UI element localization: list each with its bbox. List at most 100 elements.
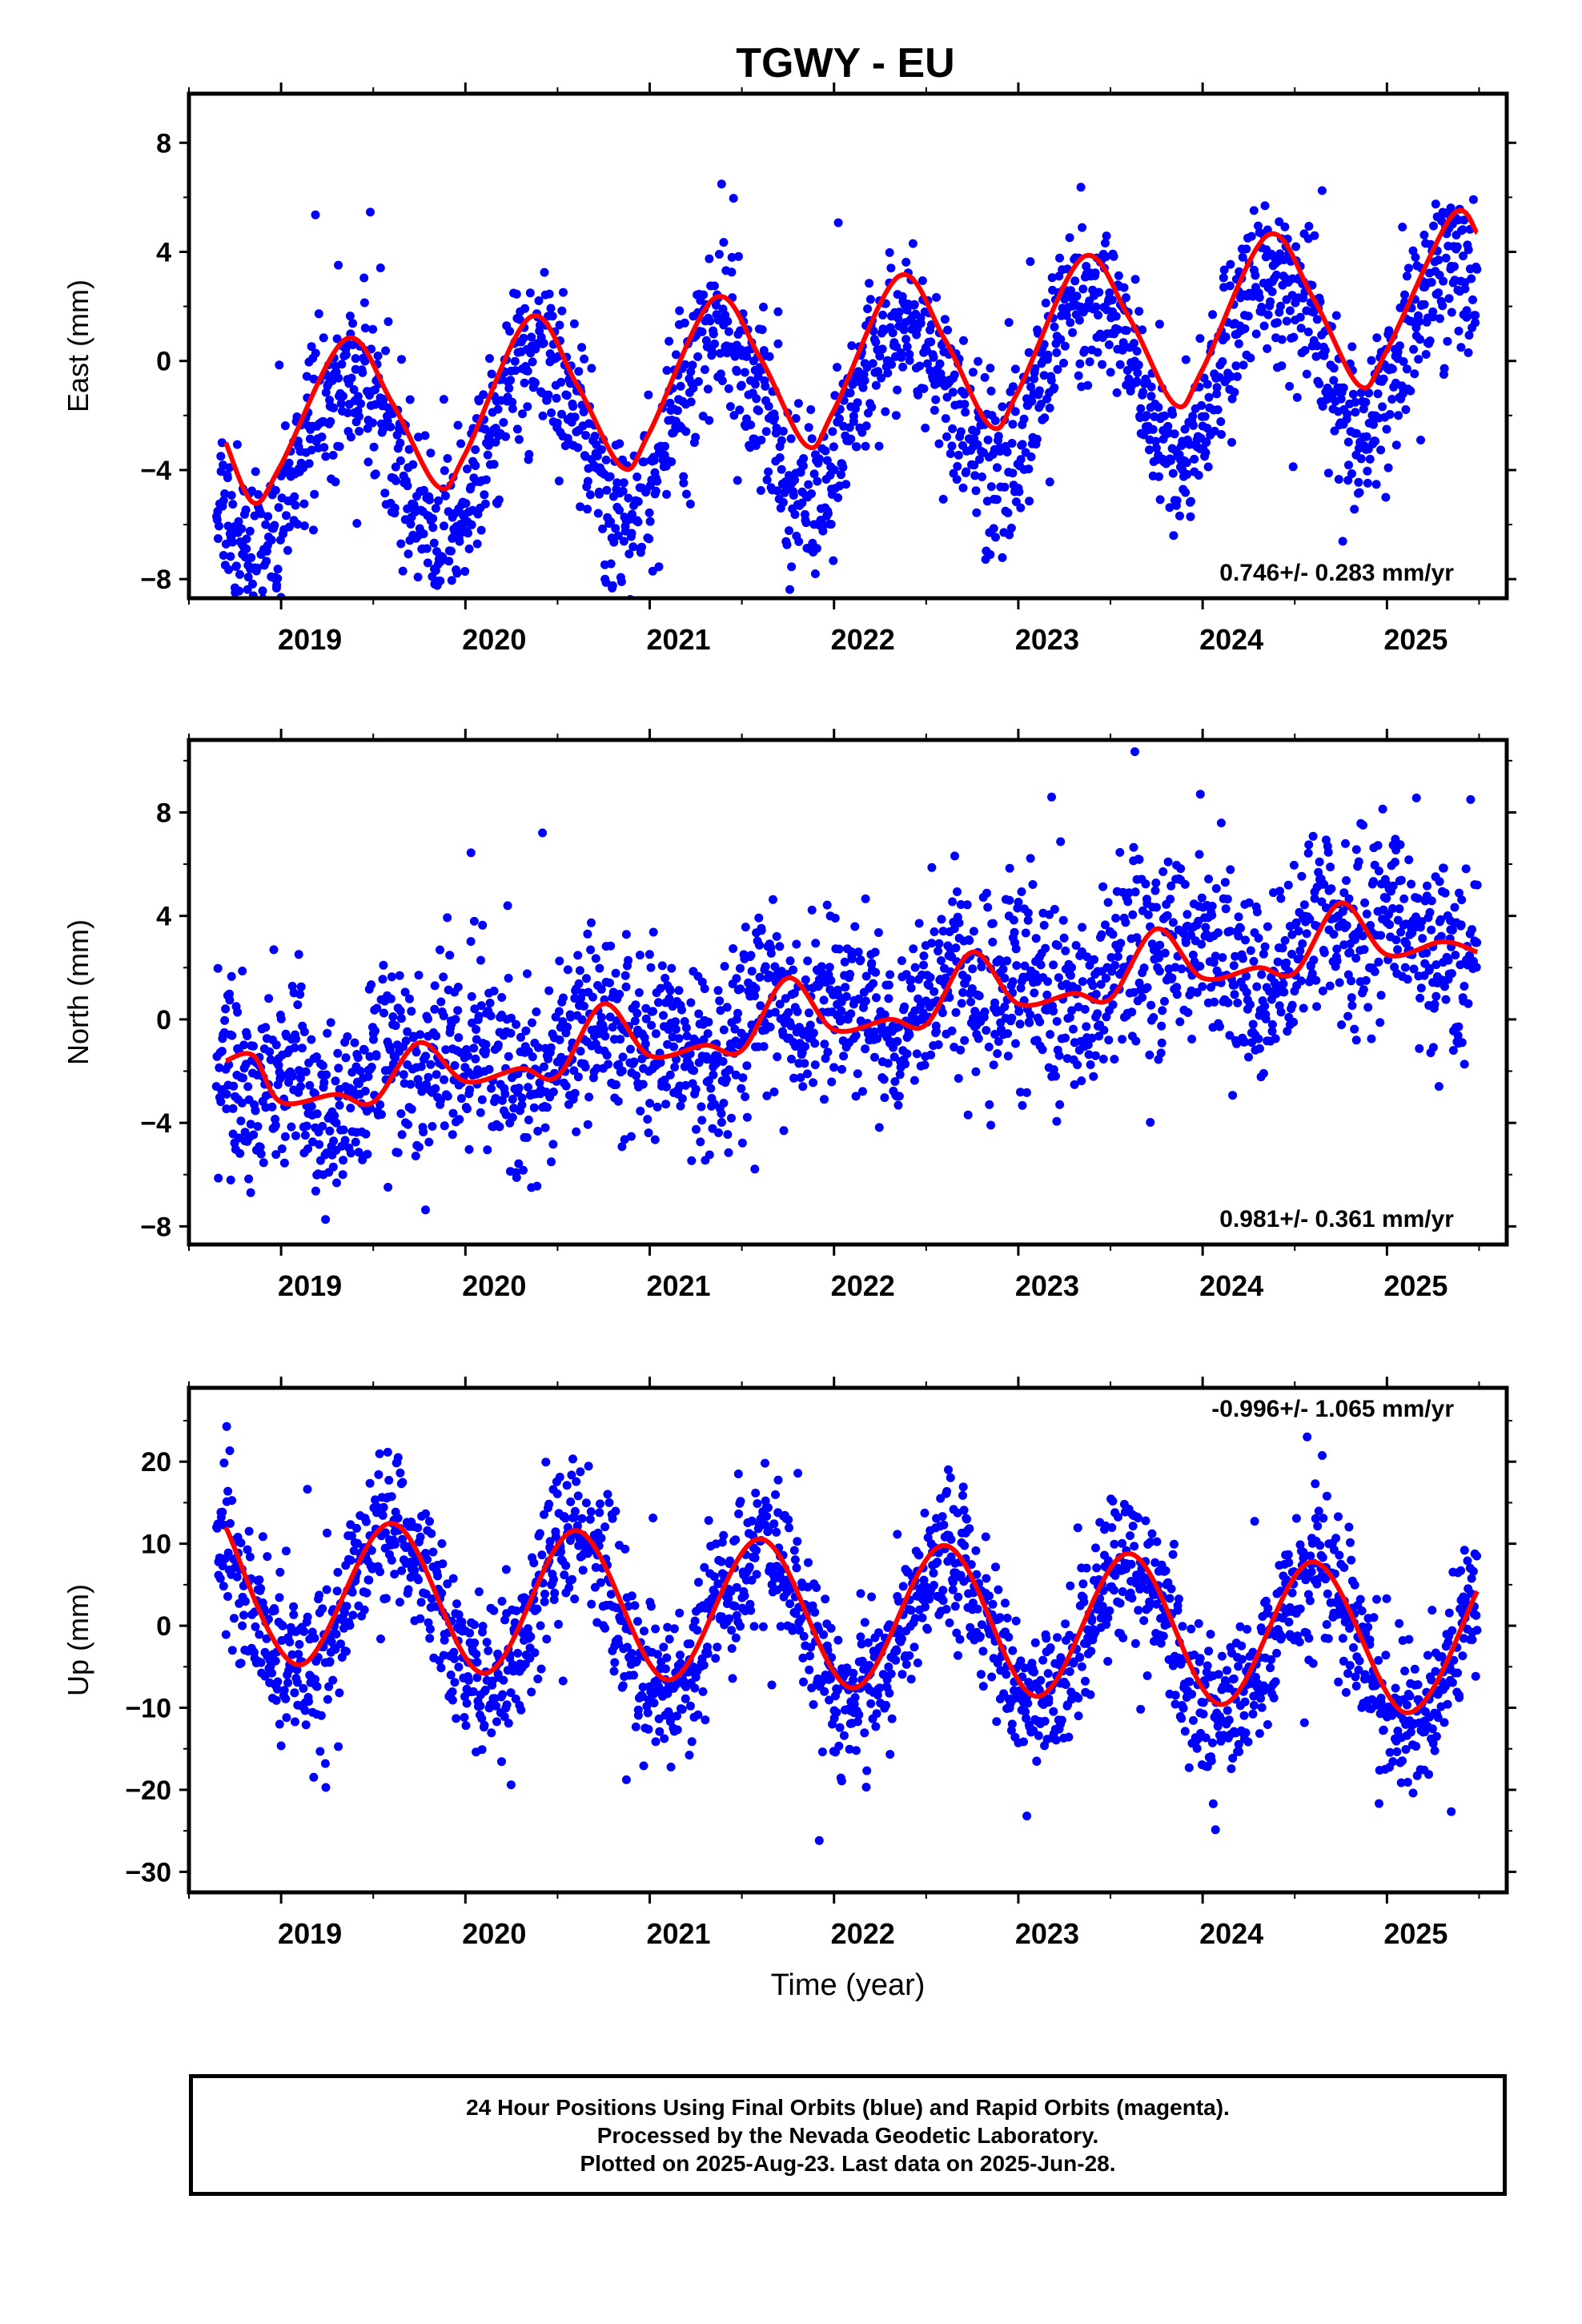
data-point xyxy=(894,1092,904,1101)
data-point xyxy=(452,1599,461,1609)
data-point xyxy=(870,947,880,957)
data-point xyxy=(219,551,228,560)
data-point xyxy=(1315,857,1324,866)
data-point xyxy=(583,1120,592,1129)
data-point xyxy=(427,1529,436,1538)
data-point xyxy=(1305,915,1315,924)
data-point xyxy=(222,1104,231,1114)
data-point xyxy=(732,367,741,376)
data-point xyxy=(1134,360,1143,370)
data-point xyxy=(1280,222,1290,231)
data-point xyxy=(1431,960,1441,970)
data-point xyxy=(957,999,966,1008)
data-point xyxy=(356,399,366,408)
data-point xyxy=(719,1025,729,1035)
data-point xyxy=(773,486,782,496)
data-point xyxy=(1083,380,1093,390)
data-point xyxy=(336,1639,345,1649)
data-point xyxy=(752,394,761,404)
data-point xyxy=(1091,302,1101,312)
data-point xyxy=(1279,987,1289,997)
data-point xyxy=(634,988,644,997)
data-point xyxy=(657,961,667,971)
data-point xyxy=(294,950,303,959)
x-tick-label: 2025 xyxy=(1383,1269,1447,1302)
data-point xyxy=(480,490,489,500)
data-point xyxy=(301,1067,311,1076)
data-point xyxy=(833,363,841,372)
data-point xyxy=(1325,981,1335,991)
data-point xyxy=(755,940,764,950)
data-point xyxy=(568,1454,577,1464)
data-point xyxy=(471,1054,480,1063)
data-point xyxy=(512,289,521,299)
rate-annotation: 0.981+/- 0.361 mm/yr xyxy=(1219,1206,1454,1232)
data-point xyxy=(611,1506,620,1516)
data-point xyxy=(355,1067,365,1076)
data-point xyxy=(677,1005,686,1015)
data-point xyxy=(710,339,720,348)
data-point xyxy=(303,1144,313,1153)
data-point xyxy=(310,489,319,499)
data-point xyxy=(353,1538,362,1548)
data-point xyxy=(632,1656,641,1666)
data-point xyxy=(692,1124,701,1134)
data-point xyxy=(243,1031,252,1040)
data-point xyxy=(351,1137,360,1147)
data-point xyxy=(729,944,738,953)
data-point xyxy=(1002,956,1012,966)
data-point xyxy=(251,1622,260,1631)
data-point xyxy=(1344,460,1353,470)
data-point xyxy=(578,1566,588,1575)
data-point xyxy=(934,1040,943,1049)
data-point xyxy=(1291,242,1301,251)
data-point xyxy=(478,1622,488,1631)
data-point xyxy=(927,939,937,948)
data-point xyxy=(267,1102,277,1112)
data-point xyxy=(476,1701,485,1711)
data-point xyxy=(265,1047,275,1056)
data-point xyxy=(416,1062,426,1072)
data-point xyxy=(1227,372,1236,381)
data-point xyxy=(1431,199,1440,209)
data-point xyxy=(1378,402,1387,412)
x-tick-label: 2020 xyxy=(462,623,526,656)
data-point xyxy=(1101,252,1110,262)
data-point xyxy=(1131,1036,1141,1046)
data-point xyxy=(621,930,631,939)
data-point xyxy=(1008,468,1018,478)
data-point xyxy=(390,503,400,513)
data-point xyxy=(429,538,439,548)
data-point xyxy=(413,573,423,582)
y-tick-label: 4 xyxy=(156,902,171,932)
data-point xyxy=(627,1132,636,1141)
data-point xyxy=(1444,294,1454,304)
data-point xyxy=(438,553,448,562)
data-point xyxy=(235,569,244,579)
data-point xyxy=(323,1695,332,1704)
data-point xyxy=(875,352,885,361)
data-point xyxy=(464,544,474,553)
data-point xyxy=(1021,928,1030,938)
data-point xyxy=(276,1741,286,1751)
data-point xyxy=(714,250,724,259)
data-point xyxy=(617,612,626,621)
data-point xyxy=(474,1011,484,1021)
data-point xyxy=(984,1042,994,1051)
data-point xyxy=(1149,1013,1158,1022)
data-point xyxy=(277,1144,287,1153)
data-point xyxy=(898,362,908,372)
data-point xyxy=(349,1546,359,1555)
data-point xyxy=(799,454,809,463)
data-point xyxy=(900,1002,909,1011)
data-point xyxy=(698,412,708,421)
data-point xyxy=(602,1051,612,1060)
data-point xyxy=(540,1590,549,1598)
data-point xyxy=(236,658,245,667)
data-point xyxy=(497,993,507,1002)
data-point xyxy=(631,1722,640,1731)
data-point xyxy=(1134,307,1144,316)
data-point xyxy=(716,369,725,379)
data-point xyxy=(1078,923,1087,932)
